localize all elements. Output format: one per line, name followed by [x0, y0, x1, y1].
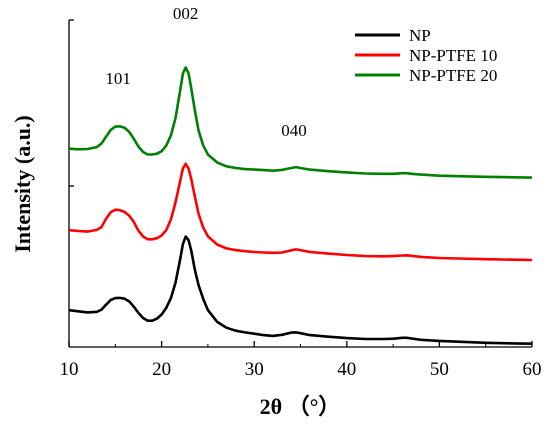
x-tick-label: 30 [245, 359, 264, 380]
series-line-2 [68, 162, 533, 262]
x-tick-label: 50 [430, 359, 449, 380]
series-line-3 [68, 66, 533, 179]
peak-label: 040 [281, 121, 307, 140]
x-ticks: 10 20 30 40 50 60 [60, 341, 542, 380]
series-line-1 [68, 235, 533, 345]
peak-annotations: 101 002 040 [105, 4, 306, 140]
x-tick-label: 20 [152, 359, 171, 380]
series-layer [68, 66, 533, 345]
x-tick-label: 10 [60, 359, 79, 380]
legend-label: NP-PTFE 20 [409, 66, 497, 85]
peak-label: 002 [173, 4, 199, 23]
x-axis-label: 2θ （°） [260, 394, 341, 419]
legend-label: NP [409, 26, 431, 45]
legend-label: NP-PTFE 10 [409, 46, 497, 65]
peak-label: 101 [105, 69, 131, 88]
y-axis-label: Intensity (a.u.) [10, 115, 35, 253]
x-tick-label: 40 [337, 359, 356, 380]
x-tick-label: 60 [523, 359, 542, 380]
